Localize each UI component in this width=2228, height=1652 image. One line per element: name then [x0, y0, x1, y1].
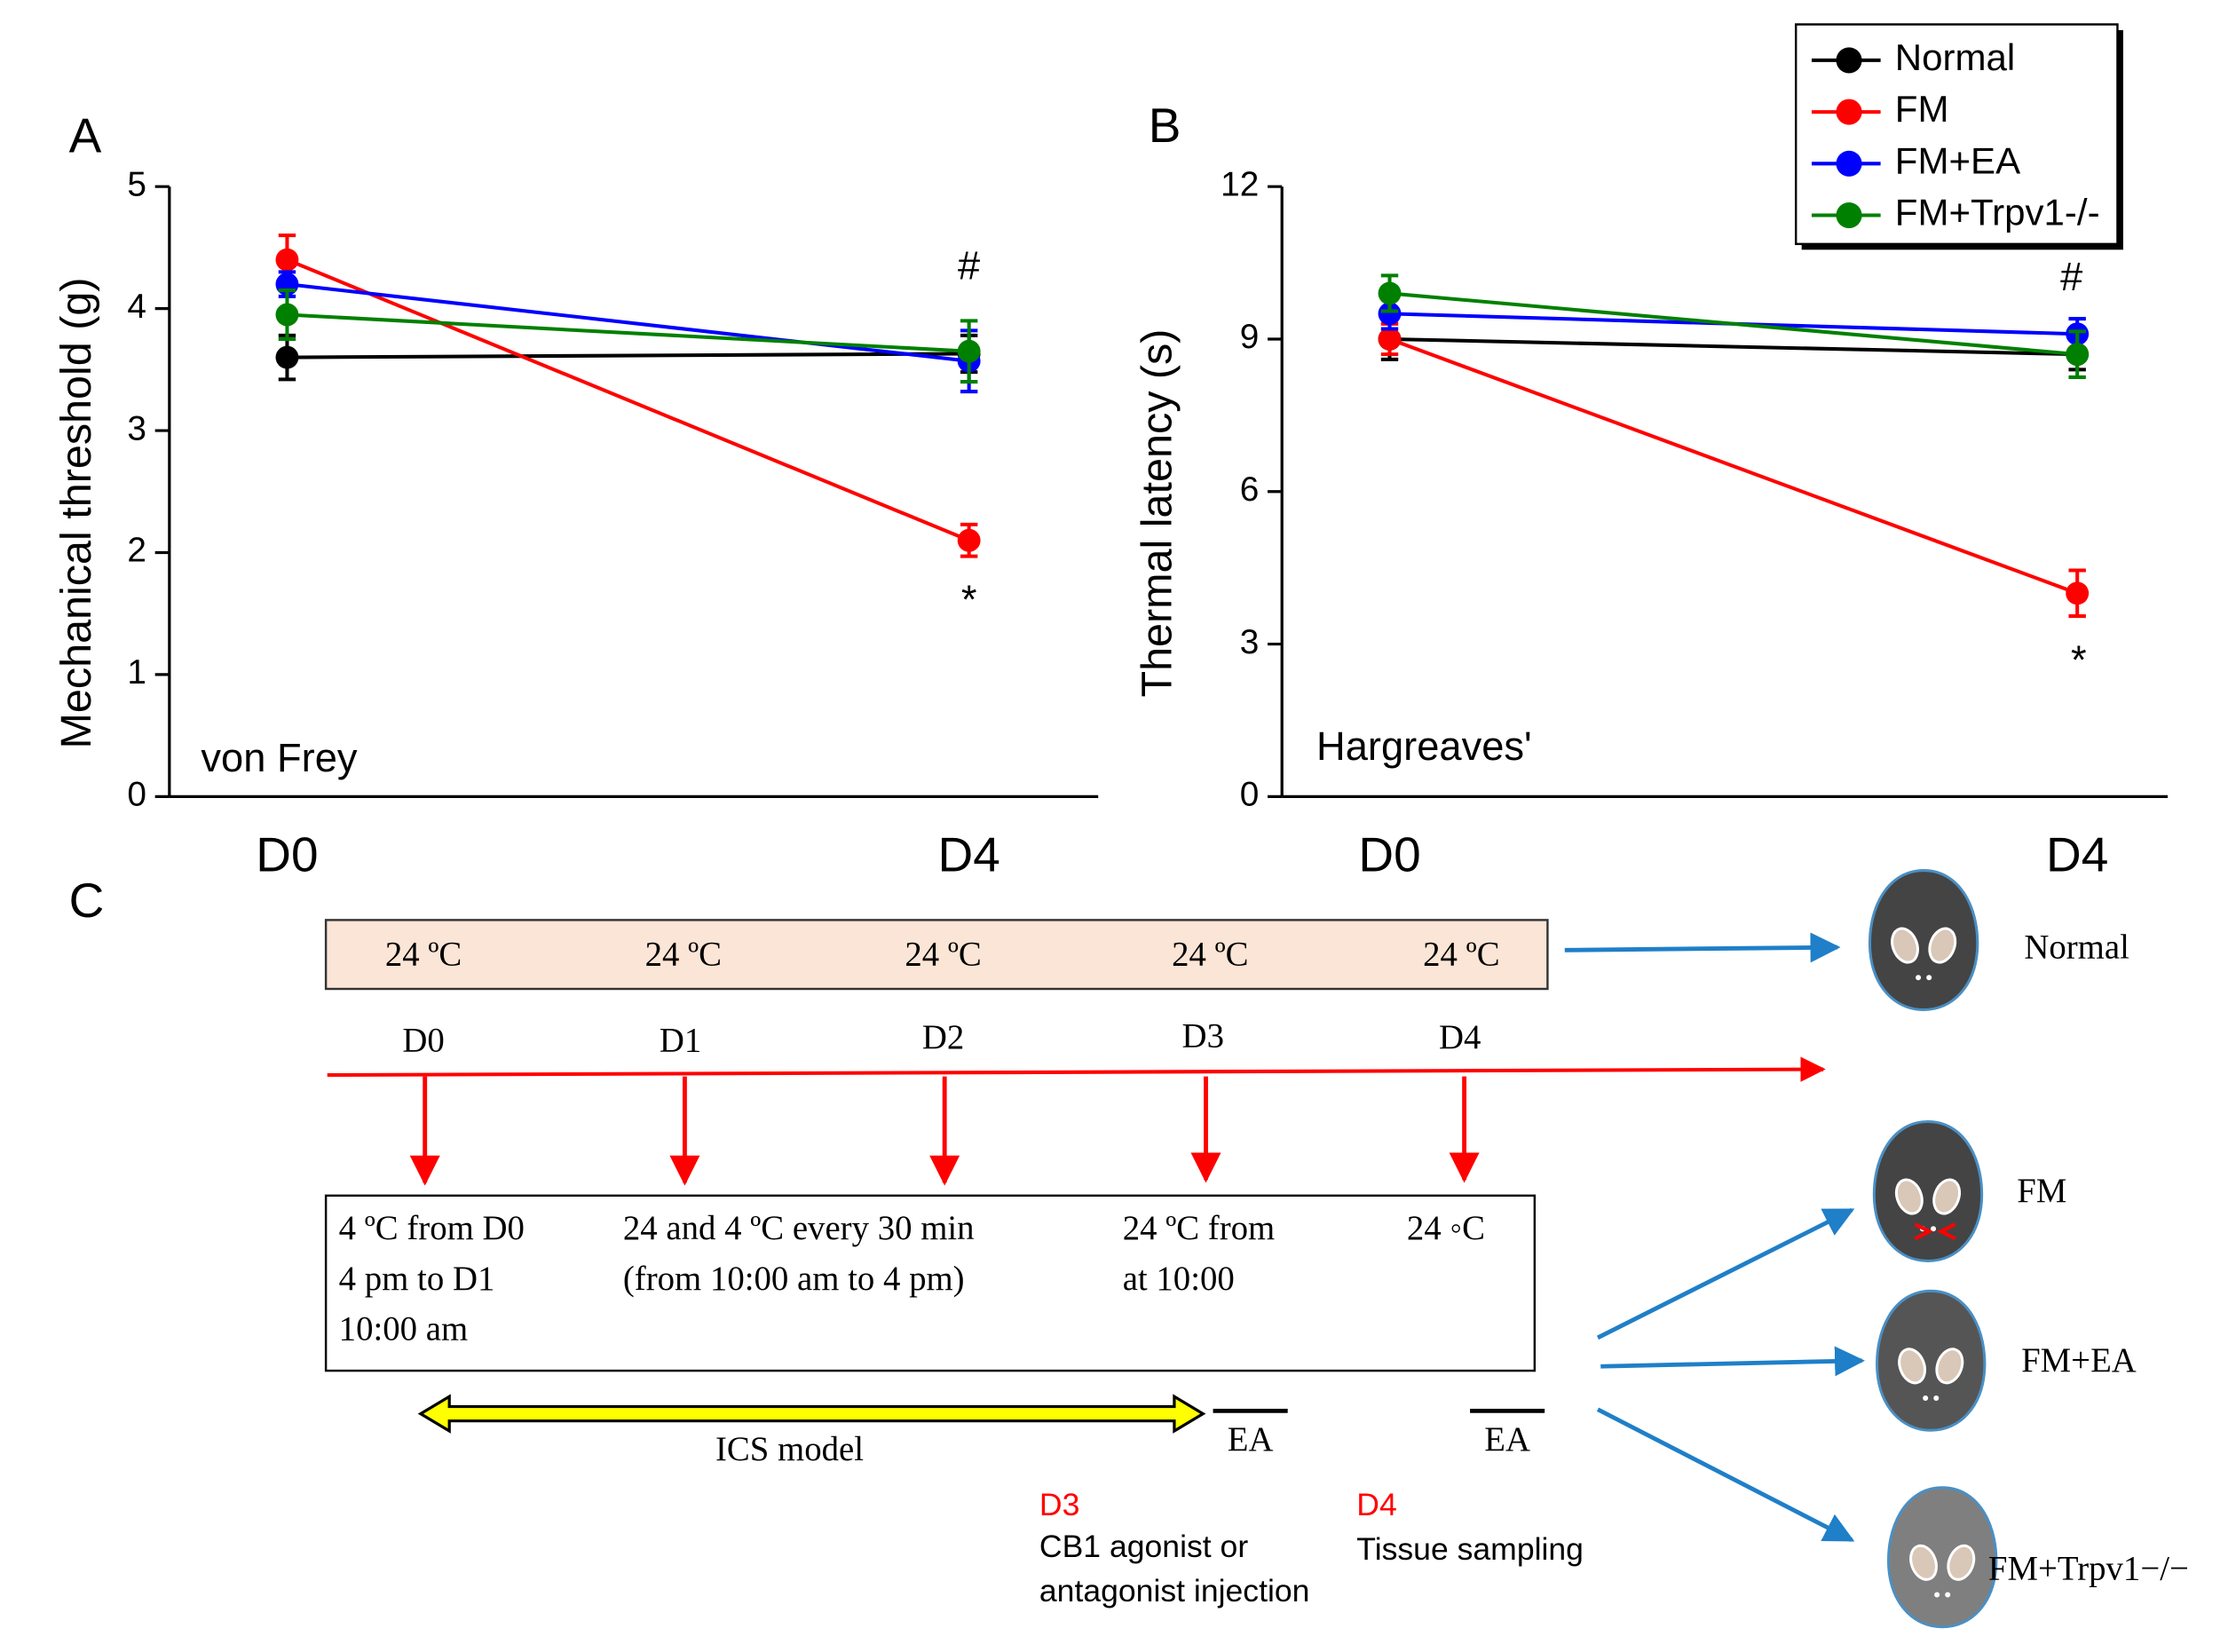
- condition-box: [324, 1194, 1537, 1372]
- condition: 24 ºC from: [1123, 1209, 1276, 1247]
- y-axis-label: Thermal latency (s): [1134, 329, 1181, 698]
- y-tick-label: 4: [127, 288, 146, 326]
- day: D2: [922, 1018, 964, 1056]
- x-tick-label: D0: [1358, 826, 1420, 881]
- y-axis-label: Mechanical threshold (g): [52, 278, 100, 749]
- timeline: [327, 1056, 1826, 1082]
- legend-label: FM: [1895, 88, 1949, 130]
- series-line: [1389, 291, 2078, 357]
- legend-label: FM+EA: [1895, 139, 2020, 181]
- x-tick-label: D0: [256, 826, 318, 881]
- day: D3: [1182, 1017, 1224, 1055]
- temperature: 24 ºC: [1423, 935, 1499, 973]
- marker: [1378, 328, 1402, 351]
- group-label: FM+EA: [2021, 1341, 2137, 1379]
- note-day: D3: [1039, 1487, 1079, 1522]
- mouse-icon: [1872, 1119, 1984, 1262]
- condition: (from 10:00 am to 4 pm): [623, 1260, 965, 1298]
- series-line: [1388, 337, 2078, 596]
- x-tick-label: D4: [2046, 826, 2108, 881]
- y-tick-label: 5: [127, 165, 146, 203]
- legend-marker: [1836, 202, 1862, 229]
- marker: [2066, 581, 2090, 605]
- temperature: 24 ºC: [1172, 935, 1248, 973]
- condition: 10:00 am: [339, 1309, 469, 1348]
- legend-label: FM+Trpv1-/-: [1895, 192, 2100, 233]
- arrow: [1564, 932, 1841, 963]
- condition: 4 ºC from D0: [339, 1209, 525, 1247]
- annotation: Hargreaves': [1316, 723, 1532, 769]
- ea-label: EA: [1484, 1420, 1530, 1458]
- marker: [1378, 281, 1402, 305]
- condition: 4 pm to D1: [339, 1260, 495, 1298]
- y-tick-label: 2: [127, 532, 146, 570]
- marker: [1378, 302, 1402, 326]
- note: Tissue sampling: [1356, 1531, 1584, 1567]
- temperature: 24 ºC: [905, 935, 981, 973]
- legend-marker: [1836, 99, 1862, 125]
- panel-c: C 24 ºC 24 ºC 24 ºC 24 ºC 24 ºC D0 D1 D2…: [69, 869, 2189, 1629]
- day: D1: [660, 1021, 701, 1059]
- day: D0: [402, 1021, 444, 1059]
- model-label: ICS model: [715, 1430, 864, 1468]
- ea-label: EA: [1228, 1420, 1274, 1458]
- note: antagonist injection: [1039, 1573, 1310, 1609]
- legend-marker: [1836, 150, 1862, 177]
- series-line: [287, 352, 969, 360]
- annotation: #: [2060, 254, 2082, 299]
- note: CB1 agonist or: [1039, 1529, 1248, 1564]
- x-tick-label: D4: [938, 826, 1000, 881]
- annotation: von Frey: [201, 735, 357, 780]
- condition: 24 ◦C: [1407, 1209, 1485, 1247]
- marker: [275, 345, 299, 369]
- marker: [957, 528, 981, 552]
- marker: [275, 248, 299, 272]
- group-label: FM: [2017, 1172, 2066, 1210]
- legend-label: Normal: [1895, 36, 2015, 78]
- mouse-icon: [1876, 1289, 1987, 1432]
- condition: 24 and 4 ºC every 30 min: [623, 1209, 975, 1247]
- group-label: FM+Trpv1−/−: [1988, 1549, 2189, 1587]
- temperature: 24 ºC: [385, 935, 462, 973]
- day: D4: [1439, 1018, 1481, 1056]
- ics-arrow: [417, 1394, 1206, 1434]
- y-tick-label: 0: [127, 776, 146, 814]
- marker: [957, 339, 981, 363]
- y-tick-label: 3: [1240, 623, 1260, 661]
- panel-label: B: [1149, 98, 1181, 153]
- y-tick-label: 0: [1240, 776, 1260, 814]
- y-tick-label: 1: [127, 653, 146, 692]
- temperature: 24 ºC: [645, 935, 722, 973]
- y-tick-label: 9: [1240, 318, 1260, 356]
- annotation: *: [2071, 637, 2087, 683]
- pain-mark: [1914, 1222, 1956, 1241]
- series-line: [287, 282, 969, 363]
- legend-marker: [1836, 47, 1862, 74]
- series-line: [286, 257, 970, 542]
- annotation: *: [961, 577, 977, 622]
- marker: [2066, 343, 2090, 367]
- note-day: D4: [1356, 1487, 1396, 1522]
- annotation: #: [958, 242, 980, 288]
- panel-label: C: [69, 873, 105, 928]
- temperature-box: [324, 919, 1549, 991]
- marker: [275, 303, 299, 327]
- series-line: [1389, 336, 2078, 357]
- condition: at 10:00: [1123, 1260, 1235, 1298]
- group-arrows: [1596, 1207, 1865, 1543]
- y-tick-label: 3: [127, 409, 146, 447]
- day-arrows: [409, 1076, 1480, 1186]
- y-tick-label: 12: [1221, 165, 1259, 203]
- y-tick-label: 6: [1240, 470, 1260, 509]
- mouse-icon: [1886, 1486, 1998, 1629]
- group-label: Normal: [2024, 928, 2129, 966]
- mouse-icon: [1868, 869, 1979, 1012]
- panel-label: A: [69, 107, 102, 162]
- series-line: [287, 312, 969, 353]
